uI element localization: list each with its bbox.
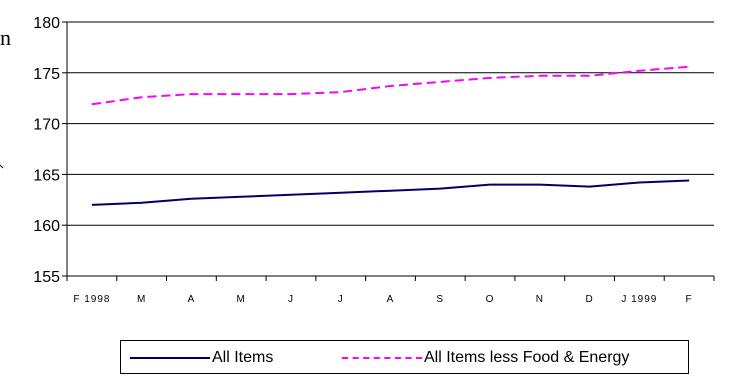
axes <box>62 21 715 281</box>
y-tick-label: 175 <box>33 66 60 83</box>
legend-swatch-solid <box>130 357 210 359</box>
x-tick-label: S <box>436 294 444 305</box>
x-tick-label: J <box>288 294 294 305</box>
x-tick-label: F 1998 <box>73 294 110 305</box>
series-line-all-items <box>91 179 690 206</box>
y-tick-label: 155 <box>33 269 60 286</box>
y-tick-labels: 155 160 165 170 175 180 <box>33 15 60 286</box>
y-tick-label: 160 <box>33 218 60 235</box>
legend-label-core: All Items less Food & Energy <box>424 349 630 366</box>
gridlines <box>67 21 714 226</box>
legend-label-all-items: All Items <box>212 349 274 366</box>
x-tick-label: A <box>387 294 395 305</box>
x-tick-label: M <box>137 294 146 305</box>
y-tick-label: 180 <box>33 15 60 32</box>
legend: All Items All Items less Food & Energy <box>120 340 689 374</box>
cropped-edge-glyph: n <box>0 25 11 50</box>
series-line-core <box>91 65 690 106</box>
x-tick-label: M <box>237 294 246 305</box>
y-tick-label: 170 <box>33 117 60 134</box>
y-tick-label: 165 <box>33 167 60 184</box>
legend-item-all-items: All Items <box>130 347 273 369</box>
legend-swatch-dashed <box>342 357 422 359</box>
x-tick-label: F <box>686 294 693 305</box>
x-tick-label: J <box>338 294 344 305</box>
x-tick-labels: F 1998 M A M J J A S O N D J 1999 F <box>73 294 693 305</box>
x-tick-label: O <box>486 294 495 305</box>
x-tick-label: N <box>536 294 544 305</box>
x-tick-label: J 1999 <box>621 294 657 305</box>
cropped-edge-mark <box>0 164 4 169</box>
x-tick-label: A <box>188 294 196 305</box>
legend-item-core: All Items less Food & Energy <box>342 347 629 369</box>
x-tick-label: D <box>585 294 593 305</box>
series-lines <box>91 65 690 206</box>
